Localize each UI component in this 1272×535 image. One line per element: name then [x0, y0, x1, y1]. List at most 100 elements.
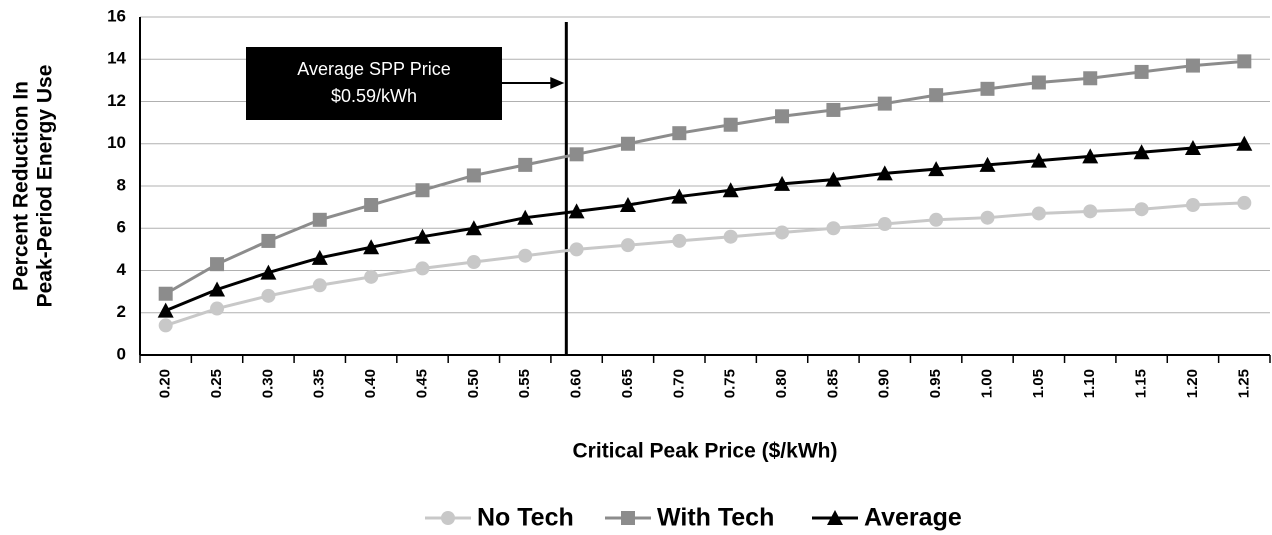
point	[929, 212, 944, 227]
point	[620, 136, 635, 151]
legend-marker	[441, 511, 455, 525]
annotation-box	[246, 47, 502, 120]
point	[877, 96, 892, 111]
point	[158, 318, 173, 333]
point	[261, 288, 276, 303]
x-tick-label: 1.05	[1030, 369, 1047, 398]
point	[825, 171, 842, 187]
x-tick-label: 0.25	[208, 369, 225, 398]
point	[312, 278, 327, 293]
y-tick-label: 6	[117, 218, 126, 237]
point	[466, 255, 481, 270]
point	[722, 182, 739, 198]
y-tick-label: 16	[107, 6, 126, 25]
x-tick-label: 1.10	[1081, 369, 1098, 398]
point	[415, 183, 430, 198]
series-line	[165, 142, 1245, 313]
point	[311, 249, 328, 265]
point	[774, 175, 791, 191]
annotation-text: Average SPP Price	[297, 59, 450, 79]
point	[210, 301, 225, 316]
point	[1236, 135, 1253, 151]
point	[1031, 206, 1046, 221]
point	[209, 281, 226, 297]
x-tick-label: 0.65	[619, 369, 636, 398]
point	[568, 203, 585, 219]
x-tick-label: 0.40	[362, 369, 379, 398]
point	[518, 157, 533, 172]
x-tick-label: 0.20	[157, 369, 174, 398]
point	[929, 88, 944, 103]
point	[569, 147, 584, 162]
y-tick-label: 4	[117, 260, 127, 279]
point	[364, 269, 379, 284]
point	[1237, 195, 1252, 210]
x-tick-label: 0.35	[311, 369, 328, 398]
x-tick-label: 1.25	[1235, 369, 1252, 398]
x-tick-label: 1.00	[978, 369, 995, 398]
x-tick-label: 0.55	[516, 369, 533, 398]
point	[157, 302, 174, 318]
point	[672, 126, 687, 141]
legend-label: No Tech	[477, 504, 574, 532]
point	[1083, 71, 1098, 86]
legend-label: Average	[864, 504, 962, 532]
legend-marker	[621, 511, 635, 525]
point	[979, 156, 996, 172]
y-axis-title: Peak-Period Energy Use	[34, 65, 57, 308]
point	[261, 233, 276, 248]
point	[414, 228, 431, 244]
point	[826, 102, 841, 117]
point	[1082, 148, 1099, 164]
point	[260, 264, 277, 280]
point	[1134, 202, 1149, 217]
point	[465, 220, 482, 236]
point	[1083, 204, 1098, 219]
point	[1134, 64, 1149, 79]
y-tick-label: 2	[117, 302, 126, 321]
series-line	[165, 201, 1245, 327]
x-tick-label: 0.90	[876, 369, 893, 398]
x-tick-label: 0.70	[670, 369, 687, 398]
point	[775, 109, 790, 124]
point	[876, 165, 893, 181]
y-tick-label: 10	[107, 133, 126, 152]
point	[619, 197, 636, 213]
point	[1185, 198, 1200, 213]
point	[775, 225, 790, 240]
x-tick-label: 0.60	[568, 369, 585, 398]
point	[1185, 58, 1200, 73]
point	[363, 239, 380, 255]
x-tick-label: 0.80	[773, 369, 790, 398]
point	[980, 81, 995, 96]
point	[210, 257, 225, 272]
x-tick-label: 0.45	[413, 369, 430, 398]
point	[1031, 75, 1046, 90]
point	[826, 221, 841, 236]
point	[518, 248, 533, 263]
point	[312, 212, 327, 227]
point	[158, 286, 173, 301]
x-tick-label: 0.50	[465, 369, 482, 398]
point	[415, 261, 430, 276]
point	[364, 198, 379, 213]
x-tick-label: 1.15	[1133, 369, 1150, 398]
y-tick-label: 12	[107, 91, 126, 110]
point	[569, 242, 584, 257]
point	[671, 188, 688, 204]
legend-label: With Tech	[657, 504, 774, 532]
x-tick-label: 0.75	[722, 369, 739, 398]
annotation-arrowhead	[550, 77, 565, 89]
x-tick-label: 0.85	[824, 369, 841, 398]
point	[466, 168, 481, 183]
legend-marker	[827, 510, 843, 525]
point	[980, 210, 995, 225]
y-axis-title: Percent Reduction In	[10, 81, 33, 291]
point	[723, 229, 738, 244]
x-tick-label: 0.30	[259, 369, 276, 398]
x-tick-label: 0.95	[927, 369, 944, 398]
point	[928, 161, 945, 177]
point	[620, 238, 635, 253]
point	[1030, 152, 1047, 168]
